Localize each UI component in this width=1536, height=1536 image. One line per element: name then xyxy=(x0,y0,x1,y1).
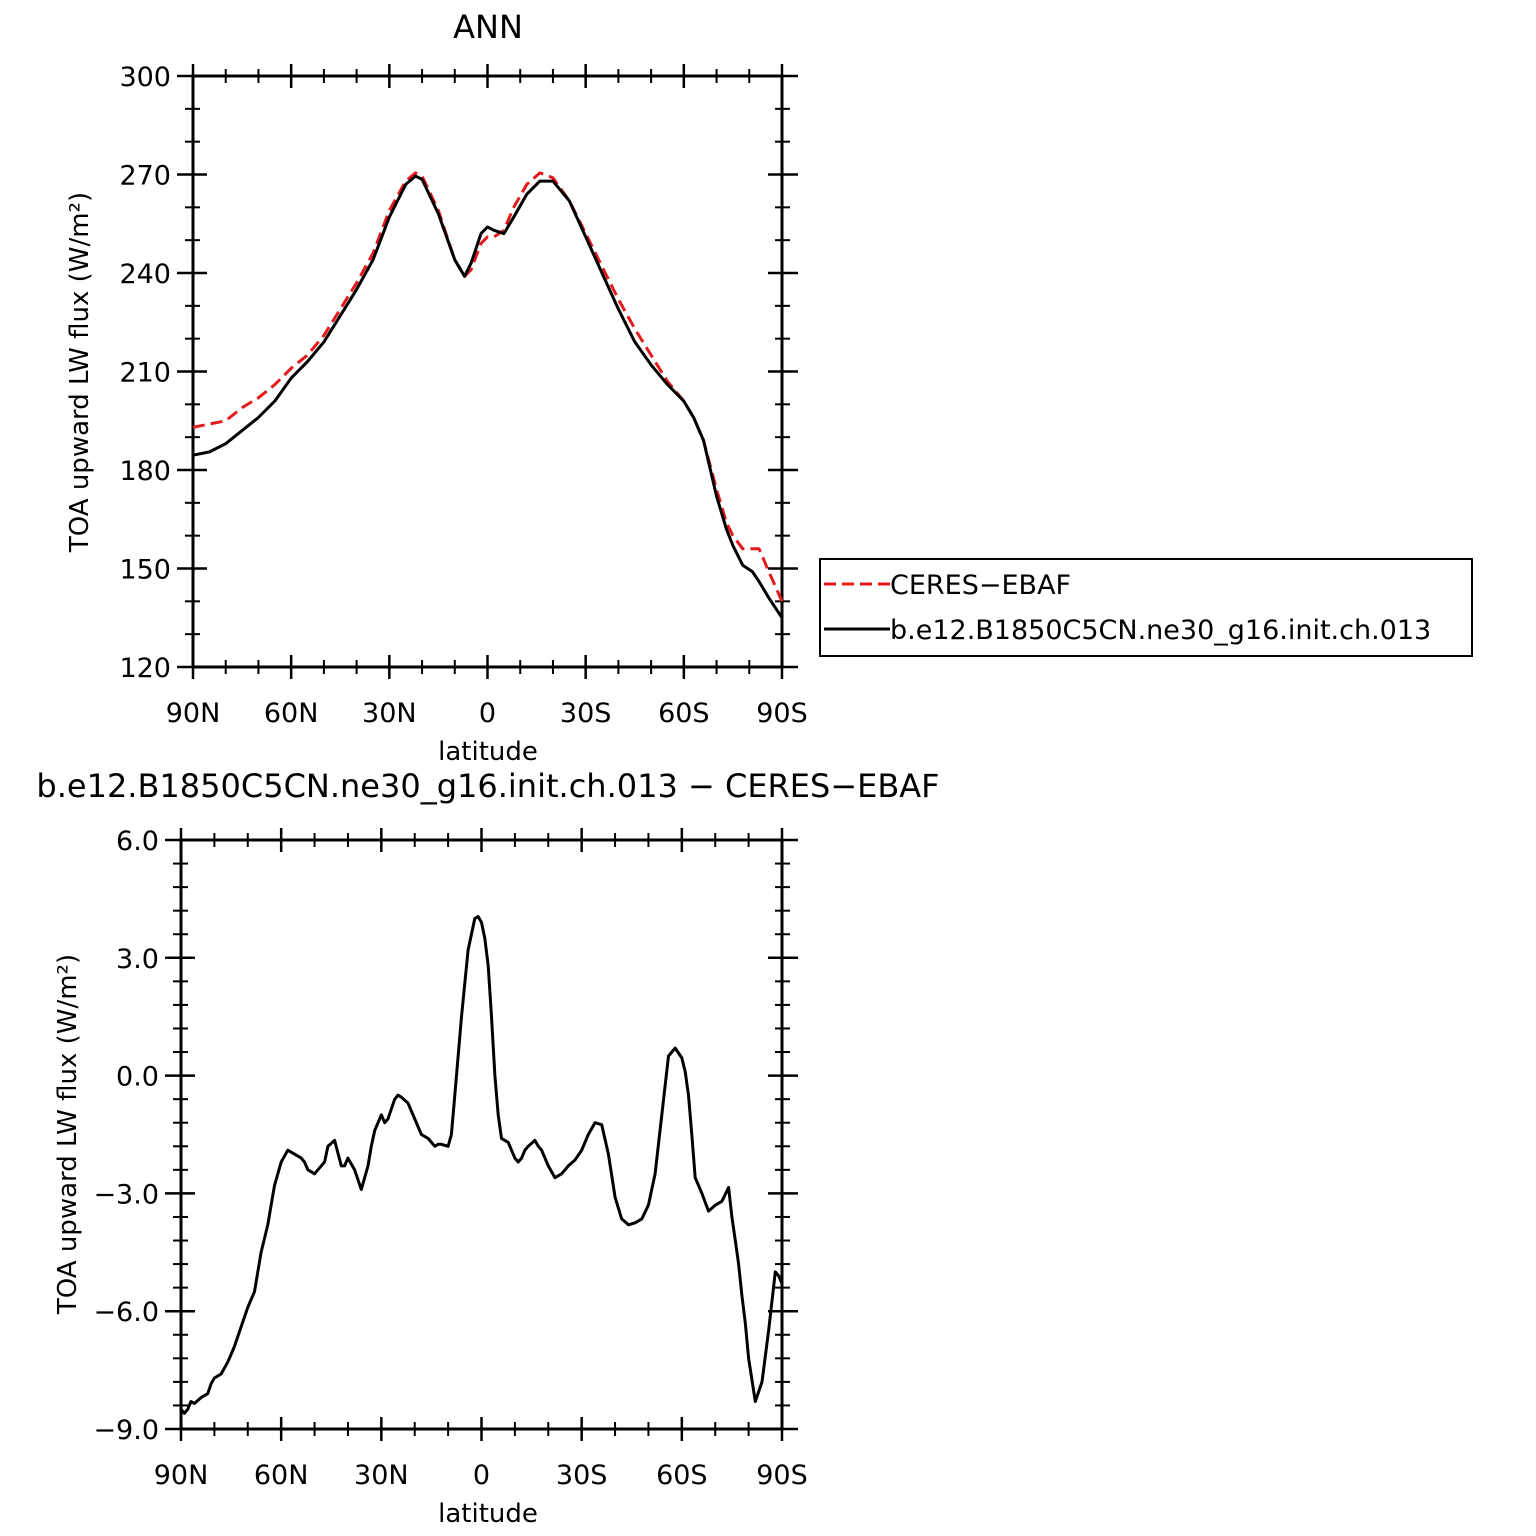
top-xtick-label: 60S xyxy=(658,698,710,729)
bottom-xtick-label: 60S xyxy=(656,1460,708,1491)
bottom-ytick-label: −9.0 xyxy=(93,1415,159,1446)
bottom-title: b.e12.B1850C5CN.ne30_g16.init.ch.013 − C… xyxy=(36,767,939,805)
top-xtick-label: 0 xyxy=(479,698,496,729)
top-xtick-labels: 90N 60N 30N 0 30S 60S 90S xyxy=(166,698,808,729)
top-title: ANN xyxy=(453,8,523,46)
top-ticks xyxy=(177,64,798,679)
top-xtick-label: 30S xyxy=(560,698,612,729)
bottom-series-line-0 xyxy=(179,915,784,1415)
bottom-ytick-label: 0.0 xyxy=(116,1062,159,1093)
top-ytick-label: 210 xyxy=(119,358,171,389)
legend: CERES−EBAF b.e12.B1850C5CN.ne30_g16.init… xyxy=(819,558,1473,657)
top-ytick-label: 270 xyxy=(119,161,171,192)
top-ytick-labels: 120 150 180 210 240 270 300 xyxy=(119,62,171,684)
bottom-ytick-labels: −9.0 −6.0 −3.0 0.0 3.0 6.0 xyxy=(93,826,159,1446)
bottom-ticks xyxy=(165,828,798,1441)
bottom-xtick-label: 30N xyxy=(354,1460,409,1491)
top-ytick-label: 300 xyxy=(119,62,171,93)
bottom-xtick-label: 30S xyxy=(556,1460,608,1491)
top-ylabel: TOA upward LW flux (W/m²) xyxy=(65,192,95,553)
bottom-xlabel: latitude xyxy=(438,1499,538,1529)
bottom-xtick-label: 0 xyxy=(473,1460,490,1491)
legend-label-ceres: CERES−EBAF xyxy=(890,570,1071,601)
top-ytick-label: 120 xyxy=(119,653,171,684)
top-ytick-label: 180 xyxy=(119,456,171,487)
bottom-series-group xyxy=(179,915,784,1415)
bottom-ytick-label: −3.0 xyxy=(93,1179,159,1210)
bottom-xtick-labels: 90N 60N 30N 0 30S 60S 90S xyxy=(154,1460,808,1491)
bottom-ylabel: TOA upward LW flux (W/m²) xyxy=(53,954,83,1315)
top-xtick-label: 90N xyxy=(166,698,221,729)
top-series-line-0 xyxy=(192,171,784,602)
top-xtick-label: 90S xyxy=(756,698,808,729)
bottom-ytick-label: 6.0 xyxy=(116,826,159,857)
top-series-group xyxy=(192,171,784,619)
top-xtick-label: 60N xyxy=(264,698,319,729)
top-plot-frame xyxy=(191,74,784,669)
top-ytick-label: 150 xyxy=(119,555,171,586)
bottom-xtick-label: 90S xyxy=(756,1460,808,1491)
top-ytick-label: 240 xyxy=(119,259,171,290)
bottom-ytick-label: 3.0 xyxy=(116,944,159,975)
bottom-xtick-label: 60N xyxy=(254,1460,309,1491)
top-xtick-label: 30N xyxy=(362,698,417,729)
bottom-xtick-label: 90N xyxy=(154,1460,209,1491)
legend-box xyxy=(819,558,1473,657)
legend-label-model: b.e12.B1850C5CN.ne30_g16.init.ch.013 xyxy=(890,615,1431,646)
bottom-panel: b.e12.B1850C5CN.ne30_g16.init.ch.013 − C… xyxy=(36,767,939,1529)
top-xlabel: latitude xyxy=(438,737,538,767)
top-panel: ANN 120 150 180 210 240 270 300 90N 60N 30N 0 30S 6… xyxy=(65,8,808,767)
bottom-ytick-label: −6.0 xyxy=(93,1297,159,1328)
top-series-line-1 xyxy=(192,174,784,619)
